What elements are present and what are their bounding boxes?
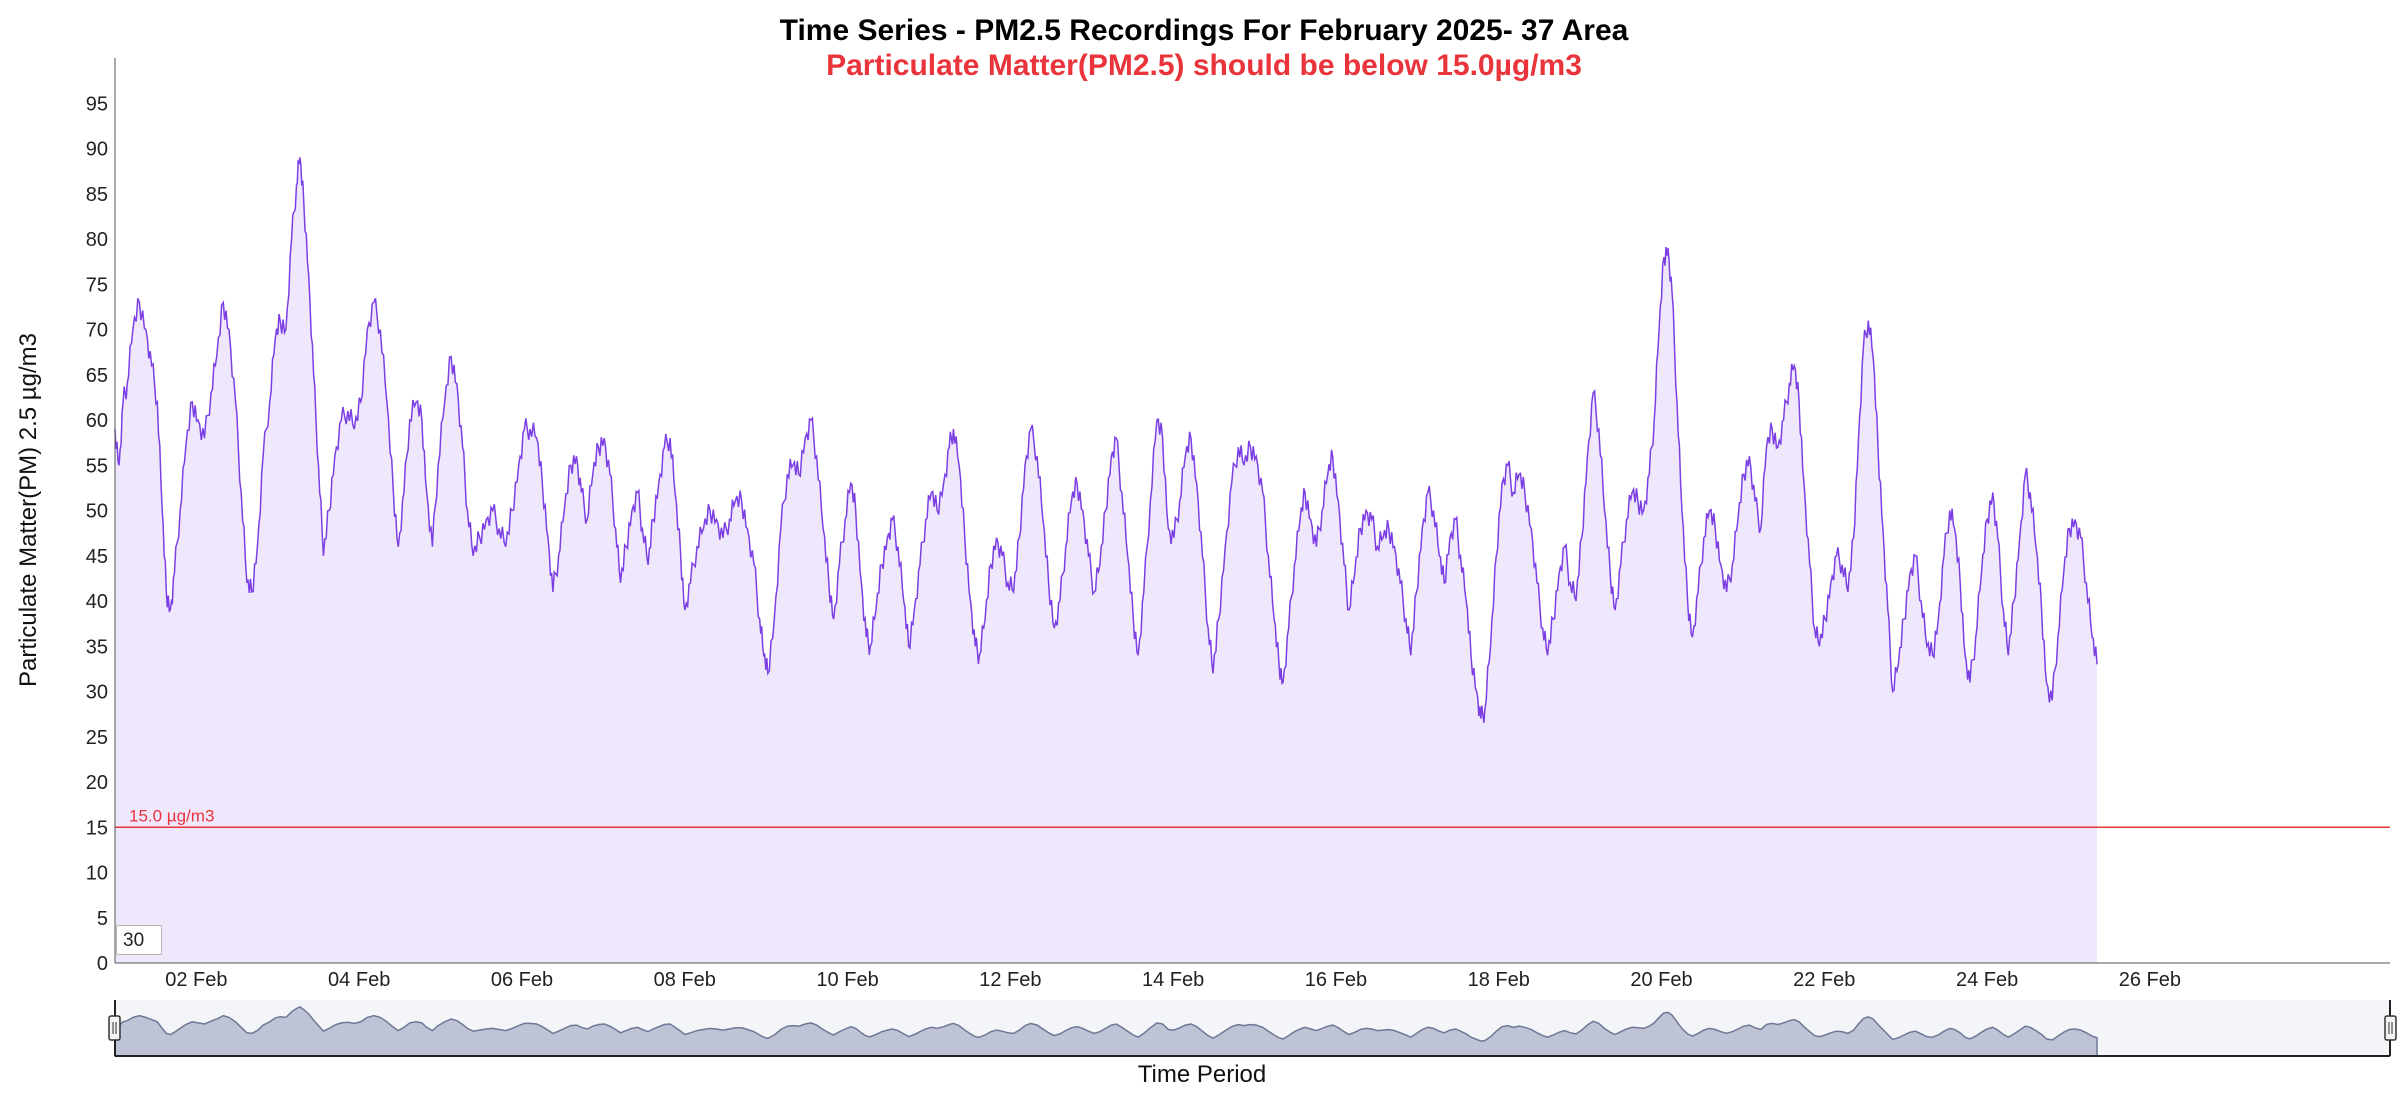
x-tick-label: 14 Feb — [1142, 969, 1204, 991]
y-axis-label: Particulate Matter(PM) 2.5 µg/m3 — [15, 333, 42, 687]
y-tick-label: 60 — [86, 410, 108, 432]
navigator-left-handle[interactable] — [108, 1015, 121, 1041]
y-tick-label: 40 — [86, 591, 108, 613]
x-tick-label: 26 Feb — [2119, 969, 2181, 991]
y-tick-label: 65 — [86, 365, 108, 387]
y-tick-label: 35 — [86, 636, 108, 658]
x-tick-label: 18 Feb — [1468, 969, 1530, 991]
y-axis-ticks: 0 5 10 15 20 25 30 35 40 45 50 55 60 65 70 75 80 85 90 95 — [86, 93, 108, 975]
y-tick-label: 90 — [86, 139, 108, 161]
x-tick-label: 08 Feb — [654, 969, 716, 991]
x-tick-label: 10 Feb — [816, 969, 878, 991]
series-area-fill — [115, 157, 2097, 963]
navigator-series — [114, 1006, 2098, 1057]
x-axis-label: Time Period — [1138, 1061, 1266, 1088]
y-tick-label: 0 — [97, 953, 108, 975]
y-tick-label: 85 — [86, 184, 108, 206]
y-tick-label: 5 — [97, 908, 108, 930]
threshold-label: 15.0 µg/m3 — [129, 806, 214, 825]
x-tick-label: 06 Feb — [491, 969, 553, 991]
x-tick-label: 16 Feb — [1305, 969, 1367, 991]
x-tick-label: 02 Feb — [165, 969, 227, 991]
plot-area: 15.0 µg/m3 — [114, 157, 2390, 963]
y-tick-label: 10 — [86, 863, 108, 885]
y-tick-label: 70 — [86, 320, 108, 342]
y-tick-label: 55 — [86, 455, 108, 477]
range-navigator[interactable] — [108, 1000, 2397, 1057]
y-tick-label: 95 — [86, 93, 108, 115]
y-tick-label: 30 — [86, 682, 108, 704]
x-tick-label: 22 Feb — [1793, 969, 1855, 991]
range-period-input[interactable]: 30 — [116, 925, 162, 955]
chart-title: Time Series - PM2.5 Recordings For Febru… — [780, 14, 1629, 47]
y-tick-label: 80 — [86, 229, 108, 251]
y-tick-label: 20 — [86, 772, 108, 794]
x-tick-label: 04 Feb — [328, 969, 390, 991]
x-axis-ticks: 02 Feb 04 Feb 06 Feb 08 Feb 10 Feb 12 Feb 14 F… — [165, 969, 2181, 991]
series-line — [114, 157, 2098, 723]
x-tick-label: 24 Feb — [1956, 969, 2018, 991]
y-tick-label: 75 — [86, 274, 108, 296]
y-tick-label: 50 — [86, 501, 108, 523]
x-tick-label: 20 Feb — [1630, 969, 1692, 991]
navigator-right-handle[interactable] — [2384, 1015, 2397, 1041]
chart-subtitle: Particulate Matter(PM2.5) should be belo… — [826, 49, 1582, 82]
y-tick-label: 15 — [86, 817, 108, 839]
x-tick-label: 12 Feb — [979, 969, 1041, 991]
y-tick-label: 45 — [86, 546, 108, 568]
y-tick-label: 25 — [86, 727, 108, 749]
